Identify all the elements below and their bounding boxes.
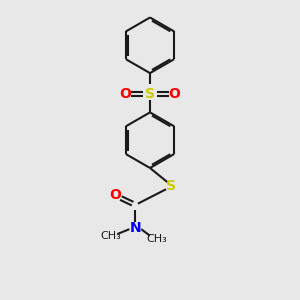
Text: O: O	[169, 87, 181, 101]
Text: CH₃: CH₃	[100, 231, 121, 241]
Text: O: O	[119, 87, 131, 101]
Text: CH₃: CH₃	[146, 234, 167, 244]
Text: N: N	[130, 220, 141, 235]
Text: O: O	[109, 188, 121, 202]
Text: S: S	[166, 179, 176, 193]
Text: S: S	[145, 87, 155, 101]
